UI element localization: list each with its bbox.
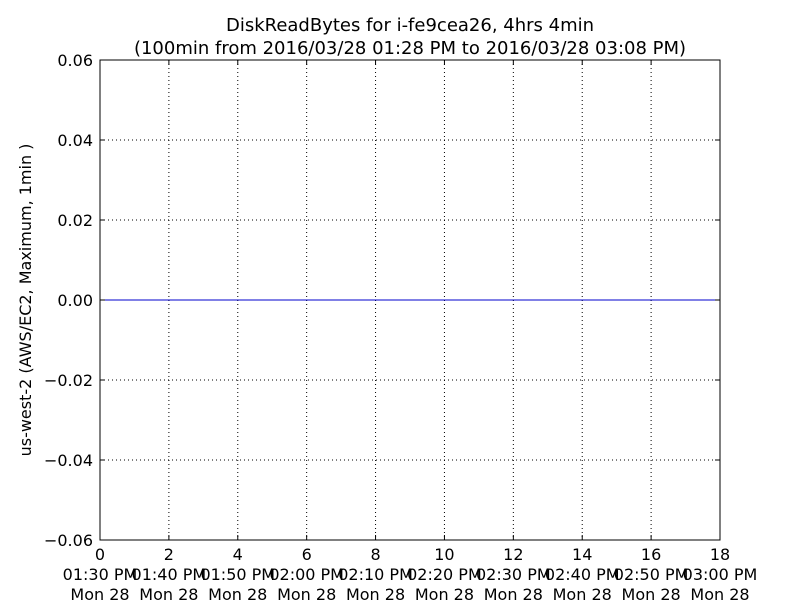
- y-tick-label: 0.04: [57, 131, 93, 150]
- x-tick-time-label: 02:30 PM: [476, 565, 551, 584]
- y-tick-label: −0.02: [44, 371, 93, 390]
- x-tick-day-label: Mon 28: [415, 585, 474, 600]
- x-tick-time-label: 02:20 PM: [407, 565, 482, 584]
- y-tick-label: −0.06: [44, 531, 93, 550]
- x-tick-label: 4: [233, 545, 243, 564]
- x-tick-time-label: 02:00 PM: [269, 565, 344, 584]
- y-tick-label: 0.00: [57, 291, 93, 310]
- x-tick-label: 6: [302, 545, 312, 564]
- x-tick-day-label: Mon 28: [553, 585, 612, 600]
- x-tick-day-label: Mon 28: [690, 585, 749, 600]
- x-tick-time-label: 01:40 PM: [132, 565, 207, 584]
- x-tick-day-label: Mon 28: [208, 585, 267, 600]
- y-axis-label: us-west-2 (AWS/EC2, Maximum, 1min ): [16, 144, 35, 457]
- chart-title-line1: DiskReadBytes for i-fe9cea26, 4hrs 4min: [226, 15, 594, 36]
- x-tick-label: 0: [95, 545, 105, 564]
- x-tick-label: 14: [572, 545, 592, 564]
- y-tick-label: 0.06: [57, 51, 93, 70]
- y-axis: 0.06 0.04 0.02 0.00 −0.02 −0.04 −0.06: [44, 51, 720, 550]
- x-tick-day-label: Mon 28: [139, 585, 198, 600]
- x-tick-label: 18: [710, 545, 730, 564]
- x-tick-day-label: Mon 28: [484, 585, 543, 600]
- x-tick-label: 10: [434, 545, 454, 564]
- x-tick-day-label: Mon 28: [70, 585, 129, 600]
- x-tick-day-label: Mon 28: [346, 585, 405, 600]
- x-tick-time-label: 02:10 PM: [338, 565, 413, 584]
- x-tick-time-label: 02:40 PM: [545, 565, 620, 584]
- y-tick-label: −0.04: [44, 451, 93, 470]
- x-tick-day-label: Mon 28: [622, 585, 681, 600]
- x-tick-time-label: 02:50 PM: [614, 565, 689, 584]
- x-tick-time-label: 03:00 PM: [683, 565, 758, 584]
- x-tick-day-label: Mon 28: [277, 585, 336, 600]
- y-tick-label: 0.02: [57, 211, 93, 230]
- x-tick-label: 8: [370, 545, 380, 564]
- chart-title-line2: (100min from 2016/03/28 01:28 PM to 2016…: [134, 38, 686, 59]
- x-tick-label: 2: [164, 545, 174, 564]
- x-tick-label: 16: [641, 545, 661, 564]
- x-tick-time-label: 01:50 PM: [200, 565, 275, 584]
- x-tick-time-label: 01:30 PM: [63, 565, 138, 584]
- x-tick-label: 12: [503, 545, 523, 564]
